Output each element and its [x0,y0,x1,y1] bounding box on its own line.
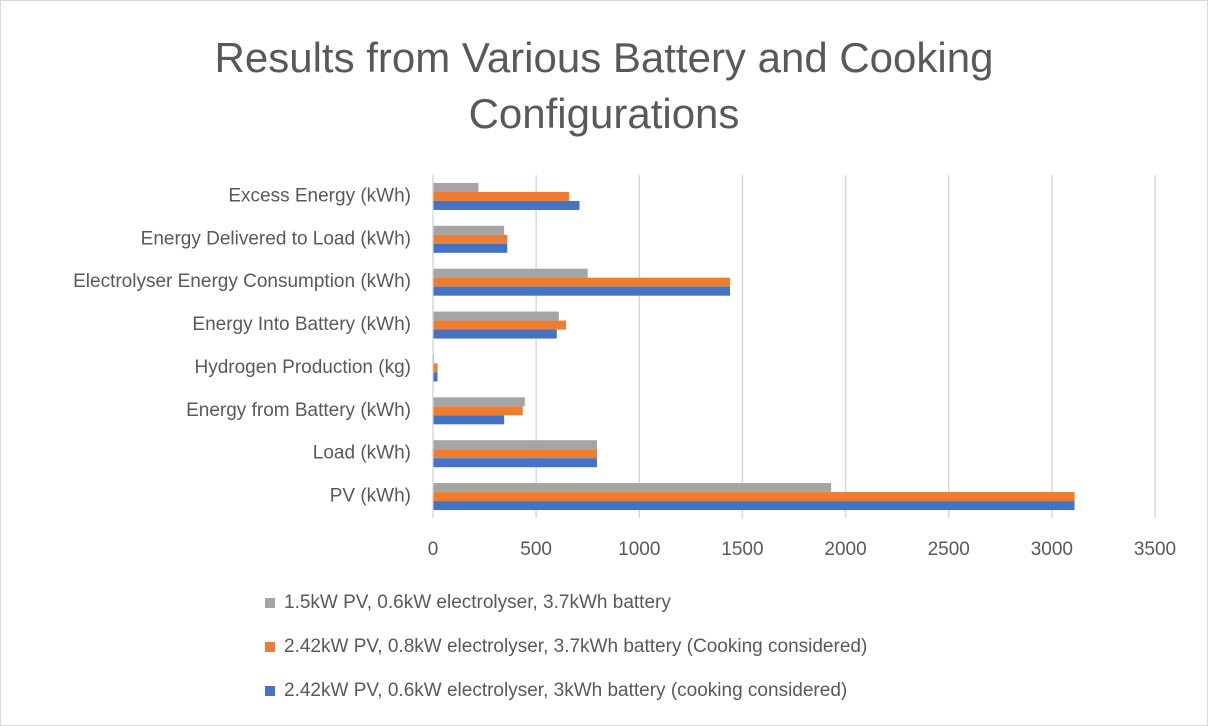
bar [433,492,1075,502]
y-tick-label: Energy Into Battery (kWh) [192,314,411,335]
bar [433,372,438,382]
x-tick-label: 2500 [928,539,970,560]
x-tick-label: 500 [520,539,552,560]
bar [433,397,525,407]
x-tick-label: 1500 [721,539,763,560]
x-tick-label: 3500 [1134,539,1176,560]
bar [433,440,597,450]
bar [433,277,731,287]
bar [433,182,479,192]
y-tick-label: Electrolyser Energy Consumption (kWh) [73,271,411,292]
x-tick-label: 1000 [618,539,660,560]
bar [433,225,505,235]
legend-label: 2.42kW PV, 0.8kW electrolyser, 3.7kWh ba… [284,636,867,657]
x-tick-label: 0 [428,539,439,560]
bar [433,363,438,373]
y-tick-label: Excess Energy (kWh) [228,185,411,206]
bar [433,200,580,210]
bar [433,458,597,468]
bar [433,320,567,330]
bar [433,406,523,416]
bar [433,329,557,339]
bar [433,501,1075,511]
legend-label: 1.5kW PV, 0.6kW electrolyser, 3.7kWh bat… [284,592,671,613]
y-tick-label: Hydrogen Production (kg) [195,357,412,378]
bar [433,243,508,253]
bar [433,234,508,244]
bar [433,286,731,296]
bar [433,483,832,493]
y-tick-label: Energy Delivered to Load (kWh) [141,228,411,249]
bar [433,415,505,425]
chart-title: Results from Various Battery and Cooking… [214,34,994,137]
legend-label: 2.42kW PV, 0.6kW electrolyser, 3kWh batt… [284,680,847,701]
bar [433,311,559,321]
bar [433,354,435,364]
bar [433,268,588,278]
y-tick-label: Energy from Battery (kWh) [186,400,411,421]
bar [433,449,597,459]
x-tick-label: 3000 [1031,539,1073,560]
y-tick-label: PV (kWh) [330,486,411,507]
legend-swatch [265,598,275,608]
y-tick-label: Load (kWh) [313,443,411,464]
bar [433,191,570,201]
legend-swatch [265,642,275,652]
x-tick-label: 2000 [824,539,866,560]
legend-swatch [265,686,275,696]
